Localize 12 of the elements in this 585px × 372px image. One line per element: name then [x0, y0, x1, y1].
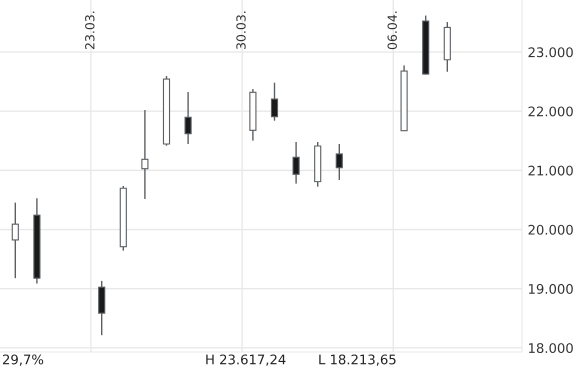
y-tick-label: 21.000: [528, 166, 573, 176]
x-tick-label: 30.03.: [236, 12, 246, 50]
y-tick-label: 18.000: [529, 343, 573, 354]
text: L 18.213,65: [319, 354, 396, 366]
y-tick-label: 20.000: [528, 224, 573, 235]
y-tick-label: 22.000: [528, 106, 573, 116]
y-tick-label: 23.000: [528, 47, 573, 58]
x-tick-label: 23.03.: [85, 12, 95, 50]
x-tick-label: 06.04.: [387, 12, 397, 50]
text: H 23.617,24: [206, 354, 286, 366]
y-tick-label: 19.000: [529, 284, 573, 294]
text: 29,7%: [2, 354, 44, 366]
